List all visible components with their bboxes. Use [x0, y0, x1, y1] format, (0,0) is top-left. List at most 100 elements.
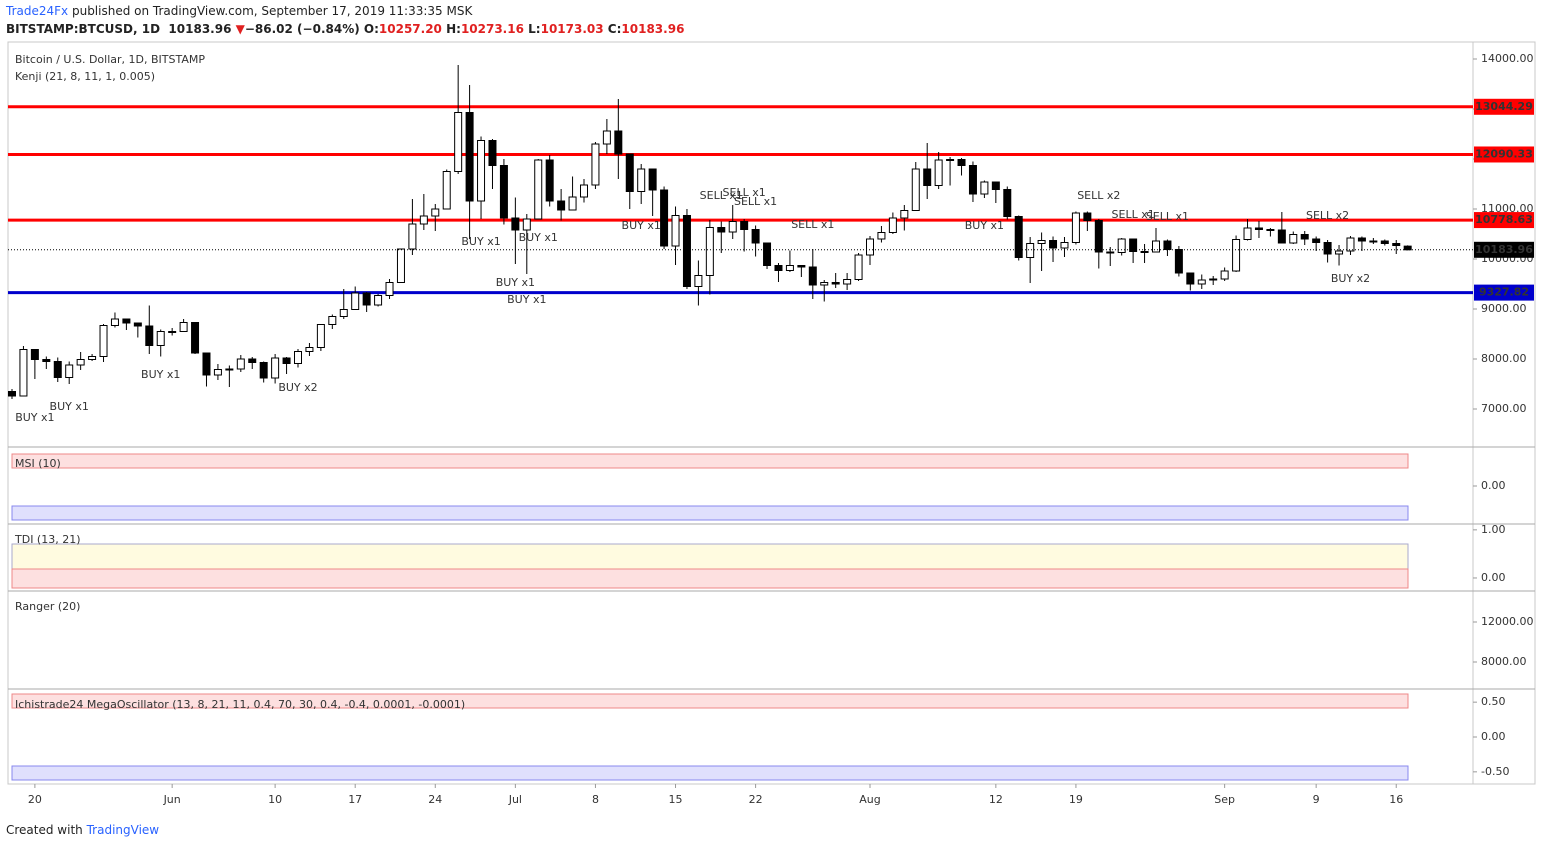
x-tick-label: 19: [1069, 793, 1083, 806]
candle-body: [145, 325, 154, 346]
candle-body: [625, 153, 634, 192]
pane-title: Ranger (20): [15, 600, 80, 613]
frame: [7, 41, 1536, 785]
candle-body: [88, 356, 97, 360]
candle-body: [900, 210, 909, 219]
candle-body: [1312, 238, 1321, 243]
x-tick-label: Sep: [1214, 793, 1235, 806]
candle-body: [76, 359, 85, 366]
created: Created with: [6, 823, 83, 837]
candle-body: [225, 368, 234, 371]
l-key: L:: [528, 22, 541, 36]
symbol: BITSTAMP:BTCUSD, 1D: [6, 22, 161, 36]
level-tag: [1474, 284, 1534, 301]
h-value: 10273.16: [460, 22, 524, 36]
candle-body: [1254, 227, 1263, 230]
candle-body: [1197, 279, 1206, 285]
y-tick-label: 0.00: [1481, 730, 1506, 743]
candle-body: [522, 218, 531, 231]
signal-label: BUY x1: [461, 235, 500, 248]
published: published on TradingView.com, September …: [71, 4, 473, 18]
candle-body: [42, 359, 51, 362]
candle-body: [1083, 212, 1092, 221]
candle-body: [934, 159, 943, 186]
tdi-lower-band: [11, 568, 1409, 589]
msi-lower-band: [11, 505, 1409, 521]
signal-label: BUY x1: [141, 368, 180, 381]
candle-body: [316, 324, 325, 348]
level-tag: [1474, 146, 1534, 163]
signal-label: SELL x1: [1112, 208, 1155, 221]
candle-body: [923, 168, 932, 186]
candle-body: [133, 322, 142, 327]
candle-body: [156, 331, 165, 346]
candle-body: [202, 352, 211, 376]
y-tick-label: 12000.00: [1481, 615, 1534, 628]
candle-body: [271, 357, 280, 379]
candle-body: [282, 357, 291, 364]
candle-body: [213, 369, 222, 376]
candle-body: [1357, 237, 1366, 242]
candle-body: [831, 282, 840, 285]
candle-body: [99, 325, 108, 357]
x-tick-label: 9: [1313, 793, 1320, 806]
candle-body: [888, 217, 897, 233]
candle-body: [442, 171, 451, 210]
candle-body: [774, 265, 783, 271]
candle-body: [477, 140, 486, 202]
candle-body: [1071, 212, 1080, 243]
candle-body: [1392, 243, 1401, 246]
osc-lower-band: [11, 765, 1409, 781]
candle-body: [820, 282, 829, 286]
candle-body: [1220, 270, 1229, 280]
x-tick-label: Jun: [163, 793, 181, 806]
author: Trade24Fx: [6, 4, 69, 18]
candle-body: [591, 143, 600, 186]
candle-body: [1140, 251, 1149, 253]
candle-body: [1163, 240, 1172, 250]
y-tick-label: 0.50: [1481, 695, 1506, 708]
candle-body: [1060, 242, 1069, 249]
candle-body: [671, 215, 680, 247]
msi-upper-band: [11, 453, 1409, 469]
x-tick-label: 12: [989, 793, 1003, 806]
candle-body: [1106, 251, 1115, 254]
candle-body: [248, 358, 257, 363]
arrow: ▼: [235, 22, 245, 36]
x-tick-label: 22: [749, 793, 763, 806]
candle-body: [740, 221, 749, 230]
candle-body: [1369, 240, 1378, 243]
pane-title: TDI (13, 21): [14, 533, 81, 546]
osc-upper-band: [11, 693, 1409, 709]
pane-title: Ichistrade24 MegaOscillator (13, 8, 21, …: [15, 698, 465, 711]
candle-body: [1323, 242, 1332, 255]
x-tick-label: 10: [268, 793, 282, 806]
x-tick-label: 20: [28, 793, 42, 806]
y-tick-label: 8000.00: [1481, 655, 1527, 668]
candle-body: [545, 159, 554, 202]
candle-body: [648, 168, 657, 191]
candle-body: [1003, 189, 1012, 217]
symbol-line: BITSTAMP:BTCUSD, 1D 10183.96 ▼−86.02 (−0…: [6, 22, 684, 36]
candle-body: [362, 292, 371, 306]
candle-body: [1289, 234, 1298, 244]
candle-body: [408, 223, 417, 250]
candle-body: [1049, 240, 1058, 249]
candle-body: [236, 358, 245, 370]
candle-body: [866, 238, 874, 256]
footer: Created with TradingView: [6, 823, 159, 837]
candle-body: [1129, 238, 1138, 252]
candle-body: [259, 362, 268, 379]
candle-body: [843, 279, 852, 285]
candle-body: [1026, 243, 1035, 258]
x-tick-label: 16: [1389, 793, 1403, 806]
o-key: O:: [363, 22, 379, 36]
candle-body: [465, 112, 474, 202]
signal-label: SELL x1: [734, 195, 777, 208]
candle-body: [1232, 239, 1241, 272]
l-value: 10173.03: [540, 22, 604, 36]
y-tick-label: -0.50: [1481, 765, 1509, 778]
candle-body: [1152, 240, 1160, 253]
candle-body: [396, 248, 405, 283]
